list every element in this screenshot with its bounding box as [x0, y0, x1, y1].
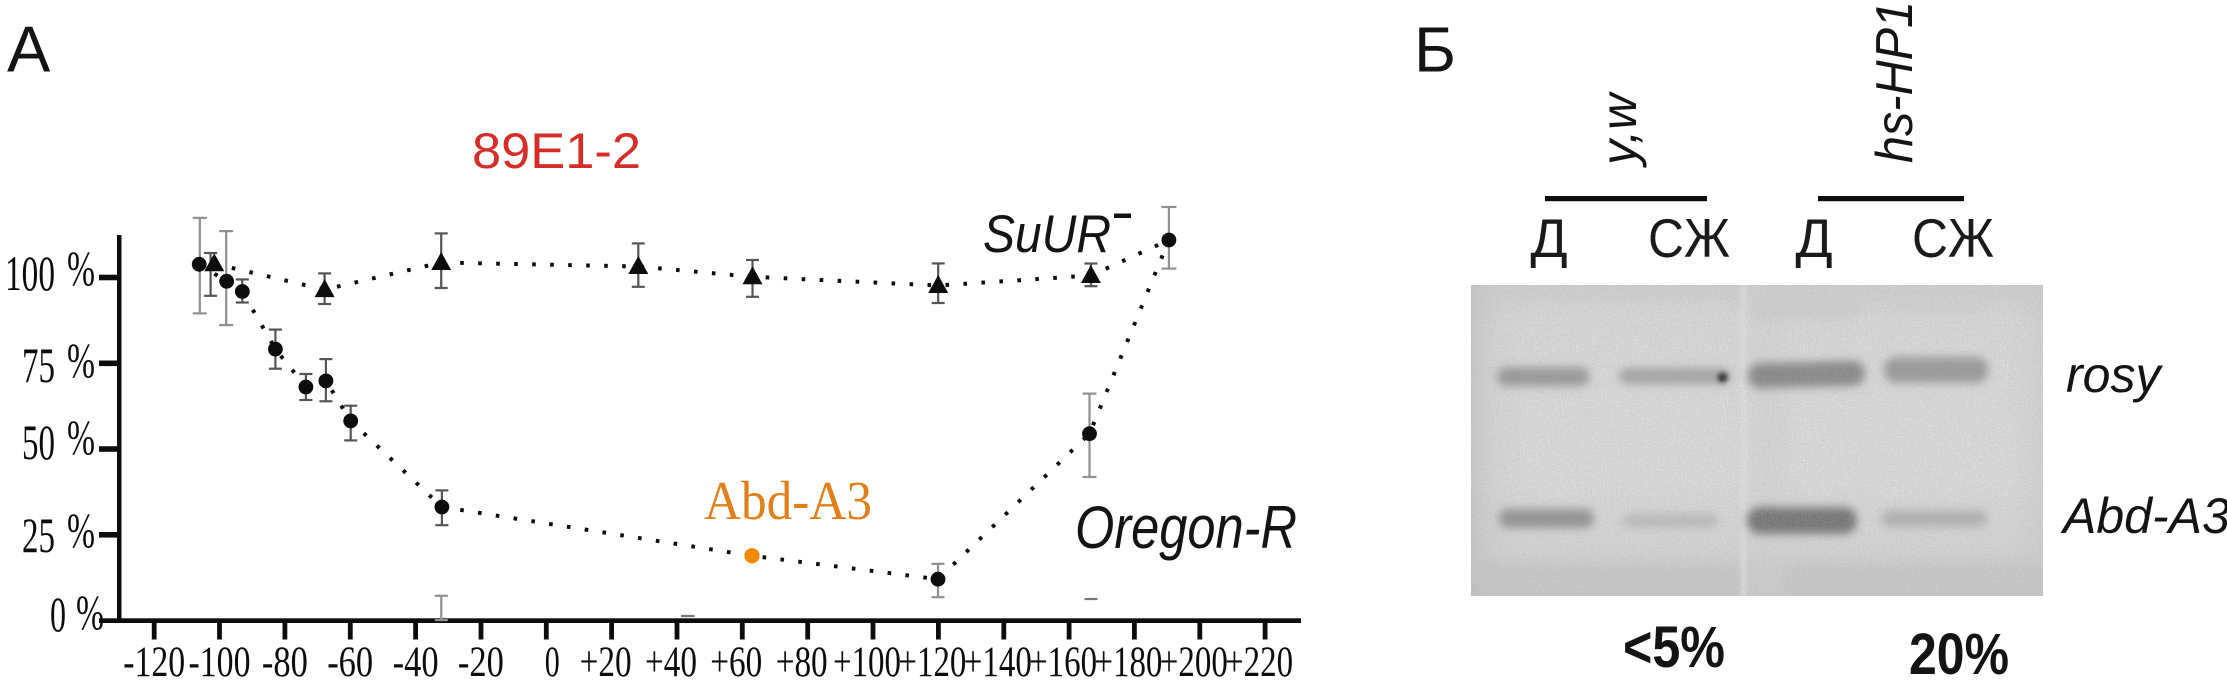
svg-text:%: % — [67, 502, 95, 558]
svg-text:+60: +60 — [710, 638, 762, 686]
svg-text:+200: +200 — [1160, 638, 1228, 686]
svg-text:SuUR: SuUR — [983, 205, 1111, 264]
svg-text:+100: +100 — [833, 638, 901, 686]
svg-text:75: 75 — [22, 337, 55, 393]
svg-text:%: % — [67, 332, 95, 388]
svg-text:+160: +160 — [1029, 638, 1097, 686]
svg-text:+140: +140 — [964, 638, 1032, 686]
svg-text:0: 0 — [545, 638, 560, 686]
svg-text:rosy: rosy — [2066, 347, 2163, 403]
svg-text:Oregon-R: Oregon-R — [1075, 494, 1297, 561]
svg-text:50: 50 — [22, 414, 55, 470]
svg-text:y,w: y,w — [1591, 91, 1647, 168]
svg-text:-40: -40 — [393, 638, 439, 686]
svg-text:Abd-A3: Abd-A3 — [2060, 488, 2227, 544]
svg-text:-80: -80 — [262, 638, 308, 686]
svg-text:+80: +80 — [776, 638, 828, 686]
svg-text:20%: 20% — [1909, 622, 2009, 687]
svg-text:0: 0 — [50, 586, 66, 642]
svg-text:<5%: <5% — [1623, 615, 1725, 680]
svg-text:СЖ: СЖ — [1912, 207, 1994, 269]
svg-text:СЖ: СЖ — [1648, 207, 1730, 269]
svg-text:+40: +40 — [645, 638, 697, 686]
svg-text:Б: Б — [1414, 14, 1456, 86]
svg-text:-60: -60 — [327, 638, 373, 686]
svg-text:Abd-A3: Abd-A3 — [704, 470, 872, 531]
svg-text:%: % — [67, 409, 95, 465]
svg-text:-120: -120 — [123, 638, 185, 686]
svg-text:hs-HP1: hs-HP1 — [1866, 1, 1924, 163]
svg-text:89E1-2: 89E1-2 — [472, 123, 641, 179]
svg-text:Д: Д — [1530, 207, 1567, 269]
svg-text:+220: +220 — [1225, 638, 1293, 686]
svg-text:100: 100 — [5, 245, 55, 301]
svg-text:%: % — [67, 240, 95, 296]
svg-text:A: A — [7, 13, 51, 86]
svg-text:%: % — [76, 584, 104, 640]
svg-text:Д: Д — [1795, 207, 1832, 269]
svg-text:+120: +120 — [898, 638, 966, 686]
svg-text:+180: +180 — [1094, 638, 1162, 686]
svg-text:-100: -100 — [189, 638, 251, 686]
svg-text:25: 25 — [22, 507, 55, 563]
svg-text:+20: +20 — [580, 638, 632, 686]
svg-text:-20: -20 — [458, 638, 504, 686]
